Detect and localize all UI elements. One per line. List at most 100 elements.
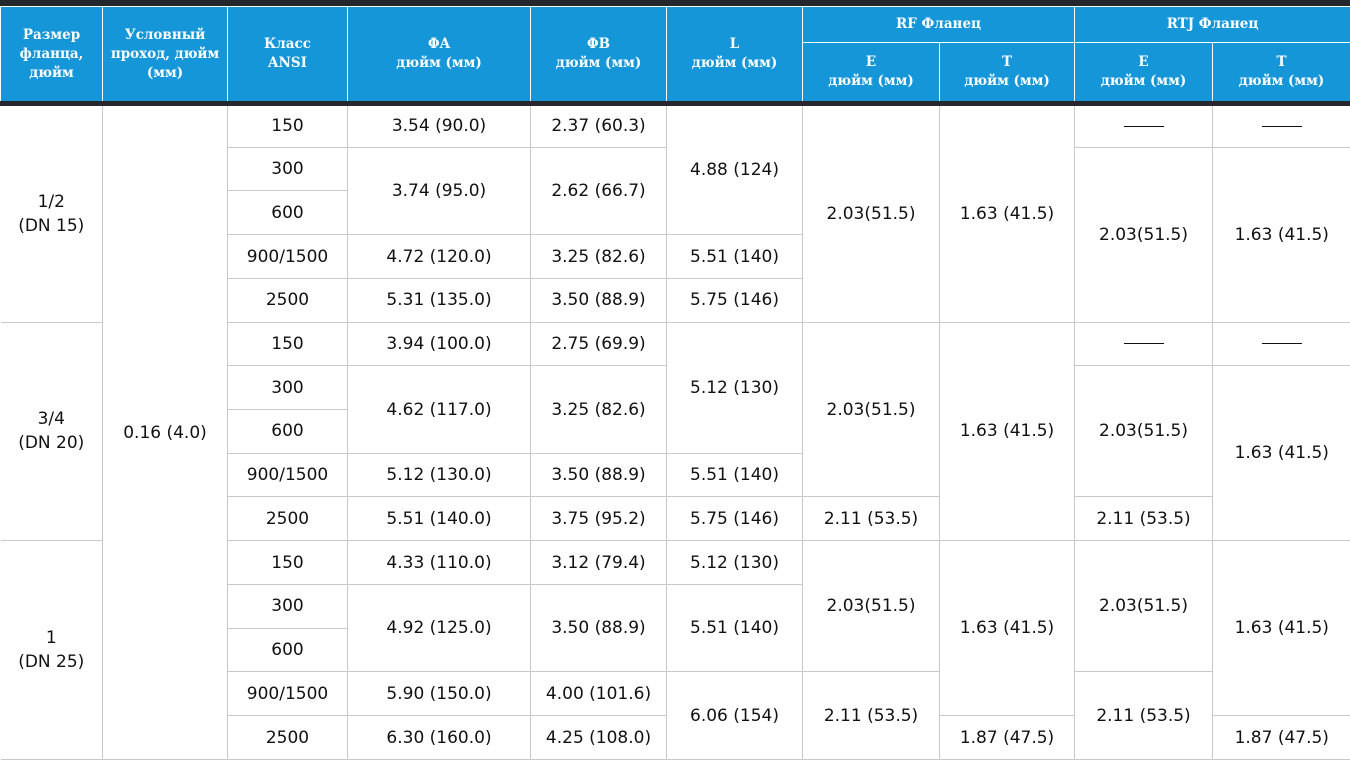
phi-a-cell: 4.33 (110.0) bbox=[347, 540, 531, 585]
header-flange-size: Размер фланца, дюйм bbox=[0, 6, 103, 106]
phi-b-cell: 3.50 (88.9) bbox=[530, 583, 667, 673]
class-cell: 600 bbox=[227, 627, 348, 673]
rf-e-cell: 2.03(51.5) bbox=[802, 321, 940, 498]
rf-e-cell: 2.11 (53.5) bbox=[802, 671, 940, 760]
rtj-e-cell bbox=[1074, 103, 1213, 148]
header-phi-b: ΦB дюйм (мм) bbox=[530, 6, 667, 106]
table-row: 300 4.92 (125.0) 3.50 (88.9) 5.51 (140) bbox=[1, 583, 1350, 673]
class-cell: 600 bbox=[227, 409, 348, 454]
table-row: 3/4 (DN 20) 150 3.94 (100.0) 2.75 (69.9) … bbox=[0, 321, 1350, 542]
table-row: 300 4.62 (117.0) 3.25 (82.6) 2.03(51.5) … bbox=[1, 365, 1350, 542]
rtj-t-cell: 1.63 (41.5) bbox=[1211, 146, 1350, 323]
flange-spec-table: Размер фланца, дюйм Условный проход, дюй… bbox=[0, 6, 1350, 760]
phi-b-cell: 3.75 (95.2) bbox=[530, 496, 667, 542]
header-nominal-bore: Условный проход, дюйм (мм) bbox=[102, 6, 228, 106]
l-cell: 5.75 (146) bbox=[666, 496, 803, 542]
l-cell: 6.06 (154) bbox=[666, 671, 803, 760]
table-row: 1 (DN 25) 150 4.33 (110.0) 3.12 (79.4) 5.… bbox=[0, 540, 1350, 760]
phi-a-cell: 3.94 (100.0) bbox=[347, 321, 531, 367]
rf-t-cell: 1.63 (41.5) bbox=[939, 540, 1075, 717]
phi-a-cell: 4.92 (125.0) bbox=[347, 583, 531, 673]
phi-b-cell: 2.37 (60.3) bbox=[530, 103, 667, 148]
rf-e-cell: 2.11 (53.5) bbox=[802, 496, 940, 542]
rtj-t-cell bbox=[1211, 103, 1350, 148]
phi-b-cell: 4.25 (108.0) bbox=[530, 715, 667, 760]
not-applicable-dash bbox=[1123, 125, 1164, 127]
class-cell: 150 bbox=[227, 321, 348, 367]
phi-a-cell: 3.54 (90.0) bbox=[347, 103, 531, 148]
rtj-e-cell: 2.11 (53.5) bbox=[1074, 496, 1213, 542]
rf-t-cell: 1.63 (41.5) bbox=[939, 103, 1075, 323]
class-cell: 150 bbox=[227, 103, 348, 148]
flange-size-cell: 1/2 (DN 15) bbox=[0, 103, 103, 323]
rf-t-cell: 1.87 (47.5) bbox=[939, 715, 1075, 760]
phi-a-cell: 3.74 (95.0) bbox=[347, 146, 531, 236]
class-cell: 300 bbox=[227, 146, 348, 192]
phi-b-cell: 3.12 (79.4) bbox=[530, 540, 667, 585]
l-cell: 4.88 (124) bbox=[666, 102, 803, 236]
not-applicable-dash bbox=[1123, 343, 1164, 345]
table-row: 600 bbox=[1, 190, 1350, 236]
phi-b-cell: 2.62 (66.7) bbox=[530, 146, 667, 236]
flange-size-cell: 3/4 (DN 20) bbox=[0, 321, 103, 542]
class-cell: 300 bbox=[227, 365, 348, 411]
class-cell: 150 bbox=[227, 540, 348, 585]
header-phi-a: ΦA дюйм (мм) bbox=[347, 6, 531, 106]
class-cell: 600 bbox=[227, 190, 348, 236]
table-row: 600 bbox=[1, 409, 1350, 454]
rtj-e-cell bbox=[1074, 321, 1213, 367]
flange-size-cell: 1 (DN 25) bbox=[0, 540, 103, 760]
phi-a-cell: 5.12 (130.0) bbox=[347, 452, 531, 498]
rtj-e-cell: 2.03(51.5) bbox=[1074, 365, 1213, 498]
header-ansi-class: Класс ANSI bbox=[227, 6, 348, 106]
phi-b-cell: 2.75 (69.9) bbox=[530, 321, 667, 367]
l-cell: 5.51 (140) bbox=[666, 234, 803, 279]
class-cell: 2500 bbox=[227, 715, 348, 760]
phi-a-cell: 4.72 (120.0) bbox=[347, 234, 531, 279]
rf-t-cell: 1.63 (41.5) bbox=[939, 321, 1075, 542]
phi-b-cell: 3.25 (82.6) bbox=[530, 234, 667, 279]
phi-a-cell: 4.62 (117.0) bbox=[347, 365, 531, 454]
rtj-e-cell: 2.03(51.5) bbox=[1074, 540, 1213, 673]
header-rf-flange: RF Фланец bbox=[802, 6, 1075, 43]
phi-a-cell: 5.51 (140.0) bbox=[347, 496, 531, 542]
rtj-t-cell: 1.63 (41.5) bbox=[1211, 540, 1350, 717]
nominal-bore-cell: 0.16 (4.0) bbox=[102, 103, 228, 760]
class-cell: 900/1500 bbox=[227, 234, 348, 279]
rtj-t-cell: 1.63 (41.5) bbox=[1211, 365, 1350, 542]
class-cell: 900/1500 bbox=[227, 671, 348, 717]
top-border-bar bbox=[0, 0, 1350, 6]
not-applicable-dash bbox=[1261, 125, 1302, 127]
l-cell: 5.51 (140) bbox=[666, 452, 803, 498]
phi-b-cell: 3.50 (88.9) bbox=[530, 277, 667, 323]
l-cell: 5.12 (130) bbox=[666, 321, 803, 454]
table-row: 2500 6.30 (160.0) 4.25 (108.0) 1.87 (47.… bbox=[1, 715, 1350, 760]
rf-e-cell: 2.03(51.5) bbox=[802, 103, 940, 323]
rtj-e-cell: 2.11 (53.5) bbox=[1074, 671, 1213, 760]
rf-e-cell: 2.03(51.5) bbox=[802, 540, 940, 673]
not-applicable-dash bbox=[1261, 343, 1302, 345]
table-row: 900/1500 4.72 (120.0) 3.25 (82.6) 5.51 (… bbox=[1, 234, 1350, 279]
table-row: 1/2 (DN 15) 0.16 (4.0) 150 3.54 (90.0) 2.… bbox=[0, 102, 1350, 760]
l-cell: 5.51 (140) bbox=[666, 583, 803, 673]
phi-a-cell: 6.30 (160.0) bbox=[347, 715, 531, 760]
rtj-t-cell: 1.87 (47.5) bbox=[1211, 715, 1350, 760]
phi-a-cell: 5.90 (150.0) bbox=[347, 671, 531, 717]
phi-a-cell: 5.31 (135.0) bbox=[347, 277, 531, 323]
phi-b-cell: 3.25 (82.6) bbox=[530, 365, 667, 454]
l-cell: 5.75 (146) bbox=[666, 277, 803, 323]
class-cell: 2500 bbox=[227, 277, 348, 323]
phi-b-cell: 3.50 (88.9) bbox=[530, 452, 667, 498]
table-row: 2500 5.31 (135.0) 3.50 (88.9) 5.75 (146) bbox=[1, 277, 1350, 323]
class-cell: 300 bbox=[227, 583, 348, 629]
rtj-e-cell: 2.03(51.5) bbox=[1074, 146, 1213, 323]
header-rtj-flange: RTJ Фланец bbox=[1073, 6, 1350, 43]
phi-b-cell: 4.00 (101.6) bbox=[530, 671, 667, 717]
class-cell: 900/1500 bbox=[227, 452, 348, 498]
class-cell: 2500 bbox=[227, 496, 348, 542]
table-row: 900/1500 5.90 (150.0) 4.00 (101.6) 6.06 … bbox=[1, 671, 1350, 760]
